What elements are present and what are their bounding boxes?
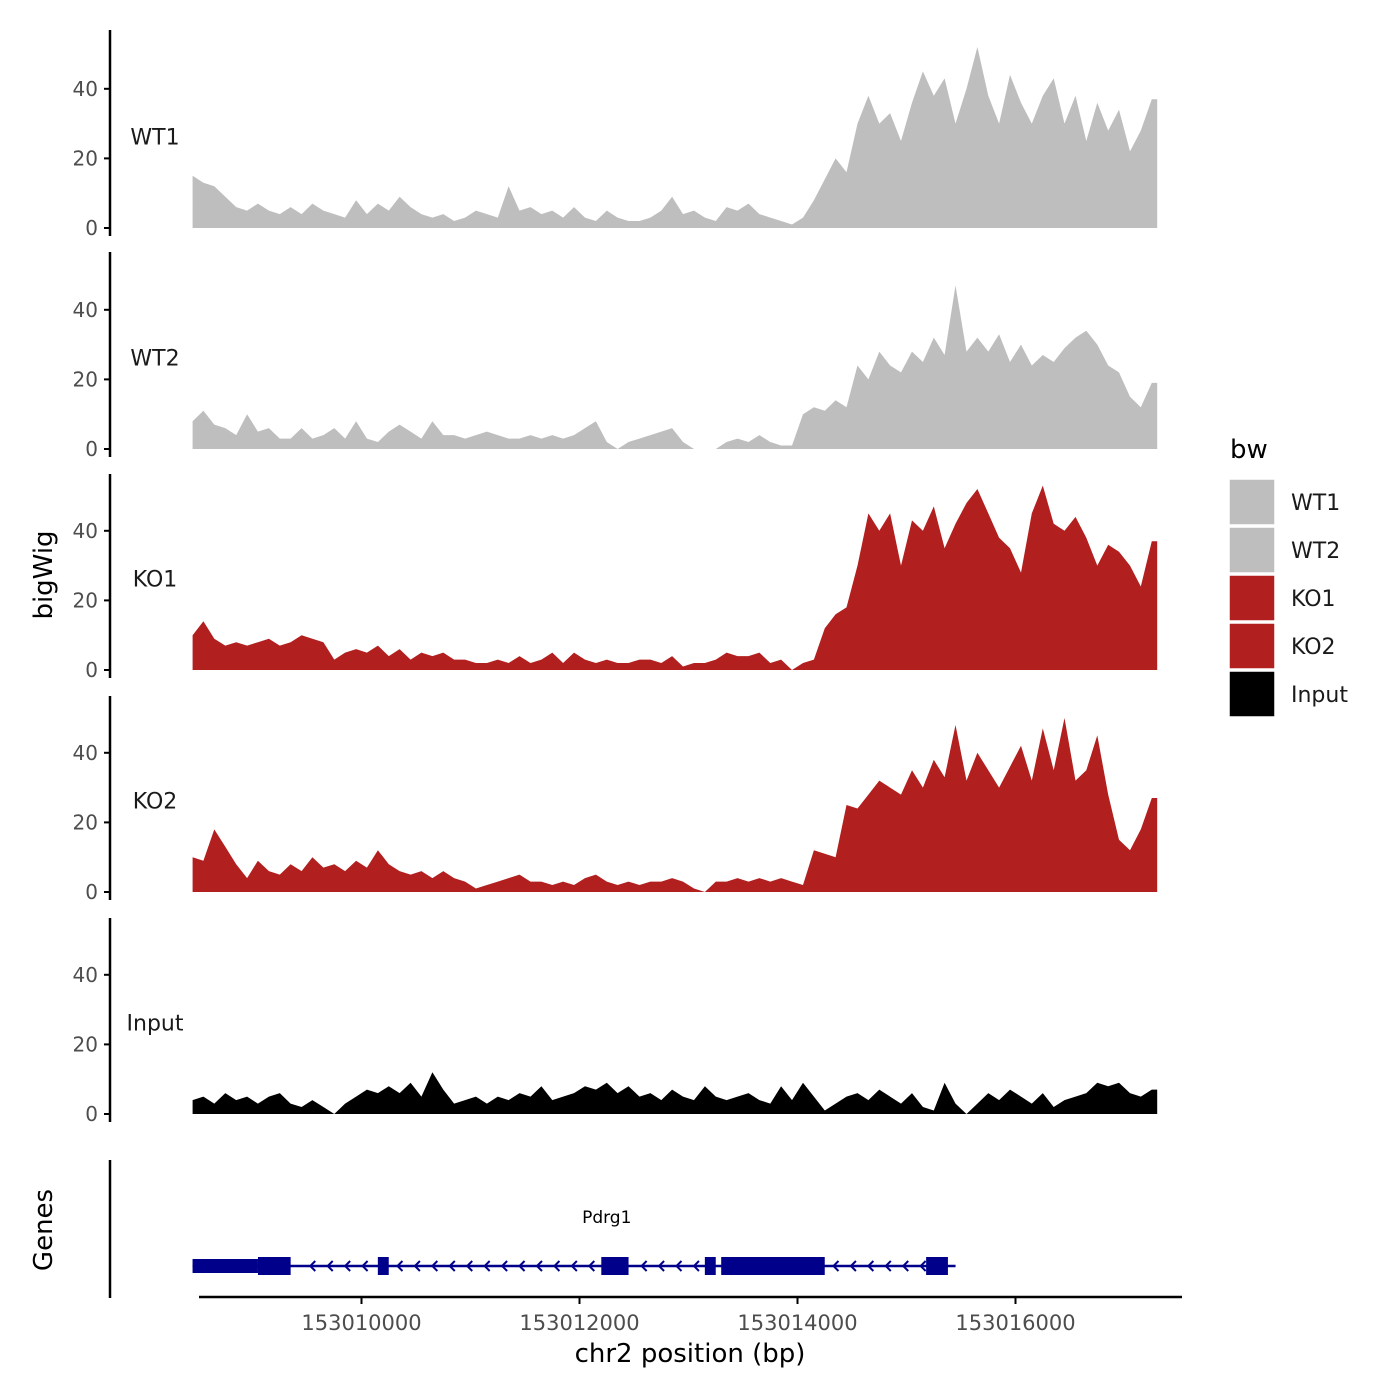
gene-strand-arrow xyxy=(901,1260,909,1272)
y-tick-label: 40 xyxy=(73,963,98,987)
gene-strand-arrow xyxy=(361,1260,369,1272)
track-label-wt2: WT2 xyxy=(130,347,179,372)
gene-strand-arrow xyxy=(396,1260,404,1272)
track-panel-input: 0 20 40 Input xyxy=(73,918,1158,1126)
gene-exon xyxy=(257,1257,291,1275)
track-panel-ko1: 0 20 40 KO1 xyxy=(73,474,1158,682)
track-area-ko1 xyxy=(192,485,1158,670)
gene-exon xyxy=(721,1257,798,1275)
x-axis: 153010000 153012000 153014000 153016000 xyxy=(199,1295,1182,1335)
legend-label-wt1: WT1 xyxy=(1291,491,1340,516)
track-label-input: Input xyxy=(127,1012,184,1037)
gene-exon xyxy=(192,1259,258,1273)
track-panel-wt2: 0 20 40 WT2 xyxy=(73,252,1158,461)
legend-title: bw xyxy=(1230,435,1268,465)
track-label-ko2: KO2 xyxy=(133,790,178,815)
legend-key-ko2 xyxy=(1228,622,1276,670)
legend-label-wt2: WT2 xyxy=(1291,539,1340,564)
genes-label: Genes xyxy=(29,1189,59,1271)
legend-key-wt2 xyxy=(1228,526,1276,574)
y-tick-label: 0 xyxy=(85,880,98,904)
legend: bw WT1 WT2 KO1 KO2 Input xyxy=(1228,435,1348,718)
gene-strand-arrow xyxy=(535,1260,543,1272)
y-tick-label: 40 xyxy=(73,741,98,765)
gene-name-label: Pdrg1 xyxy=(582,1208,631,1228)
gene-layer: Pdrg1 xyxy=(108,1160,956,1298)
gene-strand-arrow xyxy=(884,1260,892,1272)
y-tick-label: 40 xyxy=(73,298,98,322)
gene-strand-arrow xyxy=(500,1260,508,1272)
track-panel-wt1: 0 20 40 WT1 xyxy=(73,30,1158,240)
gene-strand-arrow xyxy=(570,1260,578,1272)
tracks-layer: 0 20 40 WT1 0 20 40 WT2 0 20 40 KO1 0 20 40 KO2 0 20 40 Inp… xyxy=(73,30,1158,1126)
x-tick-label: 153010000 xyxy=(301,1311,421,1335)
gene-strand-arrow xyxy=(866,1260,875,1272)
gene-strand-arrow xyxy=(465,1260,473,1272)
legend-key-input xyxy=(1228,670,1276,718)
track-area-ko2 xyxy=(192,718,1158,892)
legend-label-input: Input xyxy=(1291,683,1348,708)
gene-strand-arrow xyxy=(518,1260,526,1272)
gene-strand-arrow xyxy=(849,1260,857,1272)
gene-strand-arrow xyxy=(448,1260,456,1272)
y-axis-label: bigWig xyxy=(29,530,59,619)
gene-exon xyxy=(797,1257,825,1275)
track-area-input xyxy=(192,1072,1158,1114)
track-label-ko1: KO1 xyxy=(133,568,178,593)
gene-strand-arrow xyxy=(640,1260,648,1272)
gene-strand-arrow xyxy=(675,1260,683,1272)
gene-strand-arrow xyxy=(430,1260,439,1272)
y-tick-label: 20 xyxy=(73,810,98,834)
y-tick-label: 20 xyxy=(73,367,98,391)
gene-exon xyxy=(704,1257,716,1275)
track-label-wt1: WT1 xyxy=(130,126,179,151)
gene-strand-arrow xyxy=(553,1260,561,1272)
y-tick-label: 0 xyxy=(85,437,98,461)
x-tick-label: 153014000 xyxy=(737,1311,857,1335)
x-axis-label: chr2 position (bp) xyxy=(575,1339,806,1369)
gene-strand-arrow xyxy=(413,1260,421,1272)
gene-strand-arrow xyxy=(343,1260,351,1272)
y-tick-label: 0 xyxy=(85,216,98,240)
y-tick-label: 20 xyxy=(73,146,98,170)
gene-strand-arrow xyxy=(587,1260,596,1272)
y-tick-label: 40 xyxy=(73,519,98,543)
x-tick-label: 153012000 xyxy=(519,1311,639,1335)
track-area-wt1 xyxy=(192,47,1158,228)
y-tick-label: 0 xyxy=(85,1102,98,1126)
legend-key-ko1 xyxy=(1228,574,1276,622)
gene-strand-arrow xyxy=(919,1260,927,1272)
legend-label-ko2: KO2 xyxy=(1291,635,1336,660)
gene-strand-arrow xyxy=(692,1260,700,1272)
y-tick-label: 20 xyxy=(73,1032,98,1056)
gene-exon xyxy=(926,1257,948,1275)
y-tick-label: 40 xyxy=(73,77,98,101)
gene-strand-arrow xyxy=(326,1260,334,1272)
track-area-wt2 xyxy=(192,285,1158,449)
gene-exon xyxy=(601,1257,629,1275)
y-tick-label: 0 xyxy=(85,658,98,682)
gene-strand-arrow xyxy=(308,1260,316,1272)
gene-exon xyxy=(377,1257,389,1275)
gene-strand-arrow xyxy=(483,1260,491,1272)
legend-label-ko1: KO1 xyxy=(1291,587,1336,612)
legend-key-wt1 xyxy=(1228,478,1276,526)
x-tick-label: 153016000 xyxy=(955,1311,1075,1335)
gene-strand-arrow xyxy=(832,1260,840,1272)
track-panel-ko2: 0 20 40 KO2 xyxy=(73,696,1158,904)
gene-strand-arrow xyxy=(657,1260,665,1272)
y-tick-label: 20 xyxy=(73,588,98,612)
